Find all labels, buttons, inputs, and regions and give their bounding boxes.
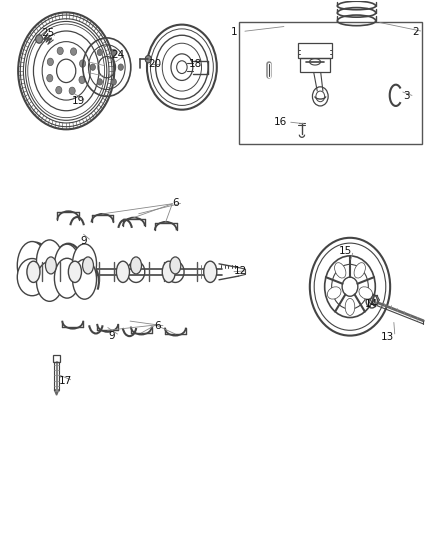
Ellipse shape <box>354 263 365 278</box>
Ellipse shape <box>46 257 57 274</box>
Bar <box>300 58 330 72</box>
Ellipse shape <box>162 261 175 282</box>
Text: 19: 19 <box>72 95 85 106</box>
Text: 20: 20 <box>148 60 161 69</box>
Circle shape <box>35 35 42 43</box>
Circle shape <box>118 64 124 70</box>
Ellipse shape <box>82 257 93 274</box>
Text: 6: 6 <box>155 321 161 331</box>
Text: 24: 24 <box>111 50 124 60</box>
Circle shape <box>145 55 151 63</box>
Text: 1: 1 <box>231 27 237 37</box>
Circle shape <box>79 76 85 84</box>
Circle shape <box>47 75 53 82</box>
Text: 9: 9 <box>109 330 115 341</box>
Ellipse shape <box>68 261 81 282</box>
Circle shape <box>90 64 95 70</box>
Ellipse shape <box>327 287 341 299</box>
Text: 3: 3 <box>403 91 410 101</box>
Text: 16: 16 <box>273 117 287 127</box>
Circle shape <box>97 49 102 55</box>
Ellipse shape <box>131 257 141 274</box>
Circle shape <box>57 47 63 54</box>
Ellipse shape <box>54 244 80 287</box>
Circle shape <box>56 86 62 94</box>
Text: 9: 9 <box>80 236 87 246</box>
Circle shape <box>111 79 117 85</box>
Ellipse shape <box>17 259 47 296</box>
Text: 12: 12 <box>233 266 247 276</box>
Text: 18: 18 <box>188 60 201 69</box>
Ellipse shape <box>73 244 96 284</box>
Ellipse shape <box>27 261 40 282</box>
Text: 25: 25 <box>41 28 54 38</box>
Ellipse shape <box>345 298 355 316</box>
Circle shape <box>69 87 75 94</box>
Circle shape <box>97 79 102 85</box>
Ellipse shape <box>73 260 96 299</box>
Ellipse shape <box>117 261 130 282</box>
Text: 15: 15 <box>339 246 352 255</box>
Ellipse shape <box>335 263 346 278</box>
Text: 2: 2 <box>412 27 419 37</box>
Ellipse shape <box>17 241 47 289</box>
Circle shape <box>111 49 117 55</box>
Polygon shape <box>54 390 59 395</box>
Bar <box>298 43 332 58</box>
Text: 13: 13 <box>381 332 394 342</box>
Text: 6: 6 <box>172 198 179 208</box>
Ellipse shape <box>170 257 181 274</box>
Ellipse shape <box>359 287 373 299</box>
Circle shape <box>71 48 77 55</box>
Text: 14: 14 <box>365 298 378 309</box>
Circle shape <box>80 60 86 67</box>
Circle shape <box>47 58 53 66</box>
Ellipse shape <box>54 259 80 298</box>
Text: 17: 17 <box>59 376 72 386</box>
Ellipse shape <box>36 262 63 301</box>
Bar <box>239 22 422 144</box>
Ellipse shape <box>204 261 217 282</box>
Ellipse shape <box>36 240 63 282</box>
Bar <box>53 356 60 362</box>
